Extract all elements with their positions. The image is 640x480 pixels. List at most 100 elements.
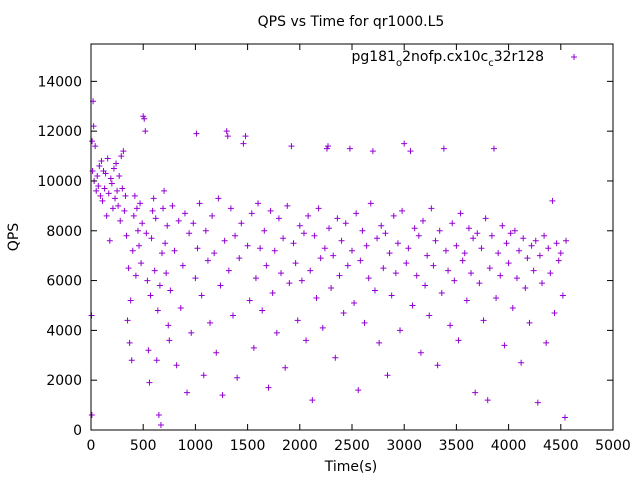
y-tick-label: 12000 [37,124,82,140]
data-point [109,205,116,212]
data-point [522,285,529,292]
x-tick-label: 4000 [491,438,527,454]
data-point [194,245,201,252]
data-point [133,205,140,212]
chart-title: QPS vs Time for qr1000.L5 [258,14,445,30]
data-point [286,280,293,287]
x-tick-label: 3500 [439,438,475,454]
data-point [265,384,272,391]
data-point [110,165,117,172]
data-point [476,280,483,287]
data-point [349,247,355,254]
data-point [342,220,349,227]
data-point [267,207,274,214]
data-point [328,285,335,292]
data-point [117,217,124,224]
data-point [482,215,489,222]
data-point [234,374,241,381]
data-point [248,210,255,217]
data-point [363,242,370,249]
data-point [484,397,491,404]
data-point [459,257,466,264]
data-point [436,227,443,234]
data-point [252,275,259,282]
data-point [353,210,360,217]
data-point [95,182,102,189]
x-tick-label: 4500 [543,438,579,454]
data-point [497,272,504,279]
x-tick-label: 2000 [282,438,318,454]
x-tick-label: 1500 [230,438,266,454]
data-point [478,245,485,252]
data-point [351,299,358,306]
data-point [200,372,207,379]
data-point [307,267,314,274]
data-point [120,148,127,155]
legend-marker [571,54,577,60]
data-point [536,252,543,259]
data-point [244,242,251,249]
data-point [422,282,429,289]
data-point [129,247,136,254]
data-point [250,344,257,351]
data-point [455,337,462,344]
y-tick-label: 2000 [46,373,82,389]
data-point [447,322,454,329]
data-point [160,205,167,212]
data-point [340,309,347,316]
data-point [338,237,345,244]
data-point [432,237,439,244]
legend-label-part: 2nofp.cx10c [402,49,488,65]
data-point [152,215,159,222]
data-point [106,237,113,244]
data-point [384,372,391,379]
data-point [290,240,297,247]
data-point [486,265,493,272]
data-point [88,412,95,419]
legend-label-subscript: o [396,58,402,69]
data-point [164,222,171,229]
data-point [207,319,214,326]
data-point [263,262,270,269]
data-point [259,307,266,314]
data-point [238,220,245,227]
data-point [296,222,303,229]
data-point [116,172,123,179]
data-point [334,215,341,222]
data-point [215,195,222,202]
x-axis-label: Time(s) [324,459,377,475]
data-point [336,272,343,279]
data-point [330,252,337,259]
y-tick-label: 6000 [46,274,82,290]
data-point [407,148,414,155]
data-point [236,255,243,262]
data-point [392,270,399,277]
data-point [361,319,368,326]
data-point [326,225,333,232]
data-point [150,195,157,202]
data-points [88,98,570,429]
data-point [534,399,541,406]
data-point [543,339,550,346]
data-point [126,339,133,346]
data-point [88,312,95,319]
data-point [516,247,523,254]
data-point [118,153,125,160]
data-point [282,364,289,371]
data-point [474,230,481,237]
data-point [524,255,531,262]
data-point [426,312,433,319]
data-point [442,247,449,254]
data-point [380,265,387,272]
data-point [378,222,385,229]
data-point [149,207,156,214]
data-point [146,379,153,386]
data-point [305,212,312,219]
data-point [526,319,533,326]
data-point [167,287,174,294]
data-point [409,302,416,309]
data-point [94,172,101,179]
data-point [198,292,205,299]
data-point [112,195,119,202]
data-point [359,227,366,234]
